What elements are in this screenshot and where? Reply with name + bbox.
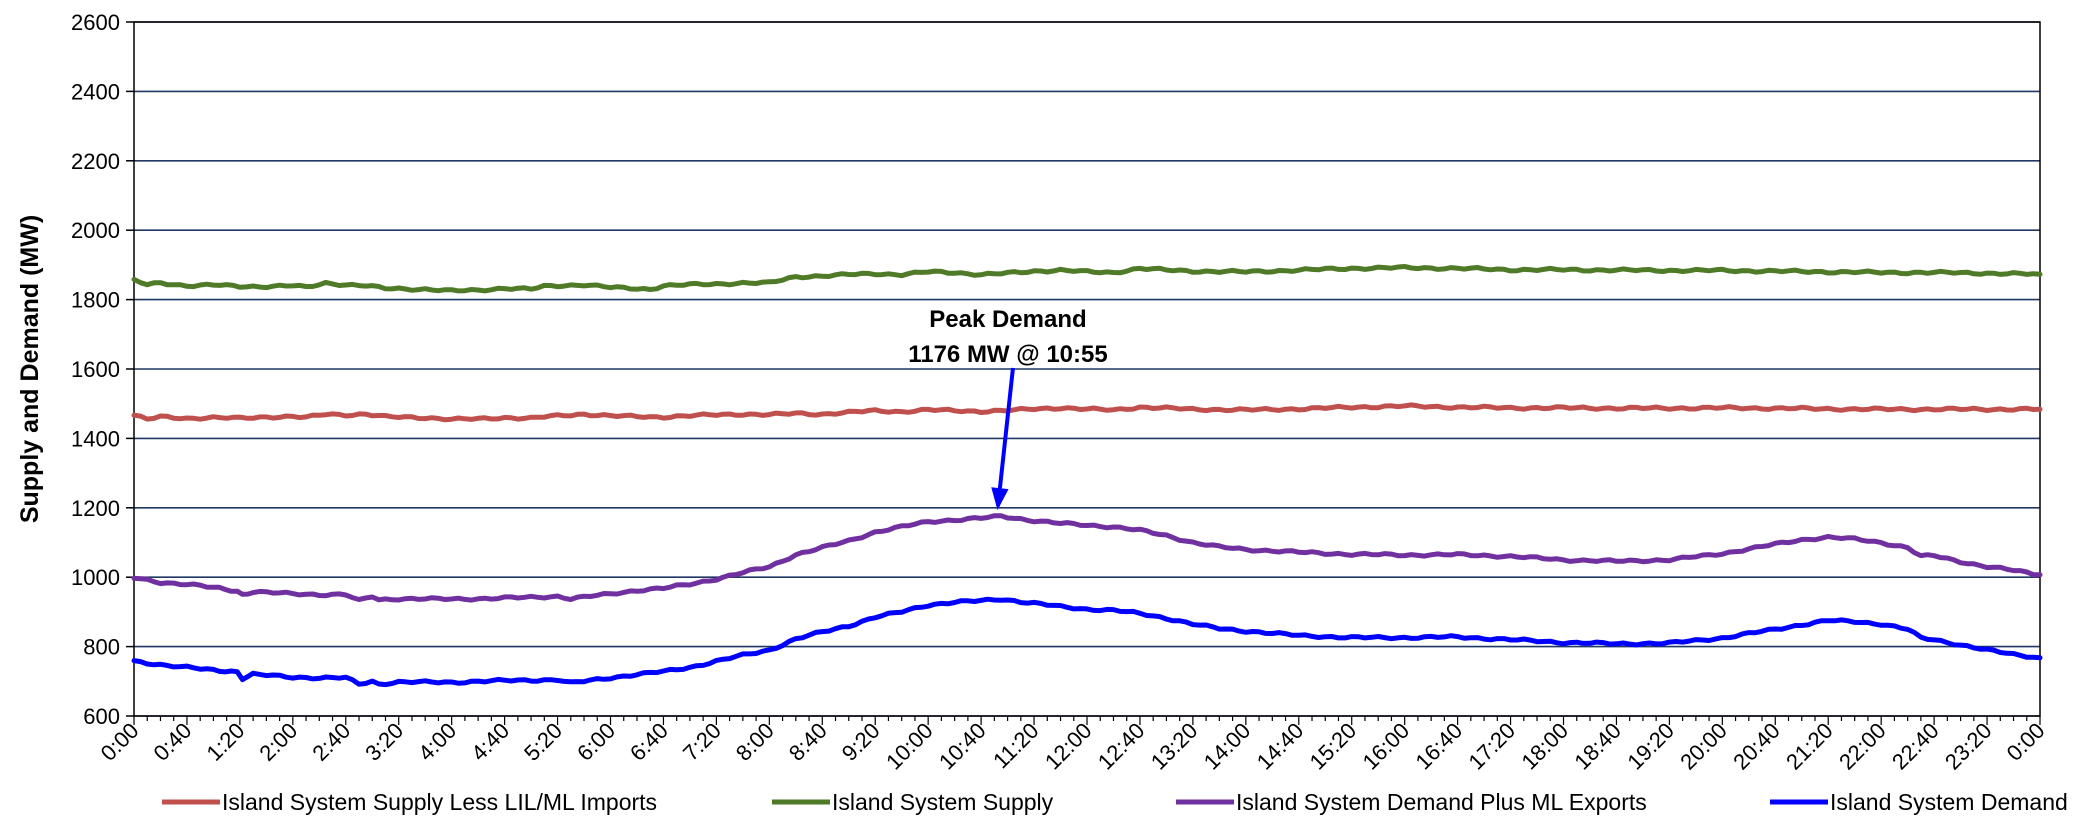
series-line xyxy=(131,513,2043,603)
y-tick-label: 1600 xyxy=(71,357,120,382)
x-tick-label: 23:20 xyxy=(1940,718,1997,775)
series-line xyxy=(131,402,2043,423)
legend-label: Island System Supply Less LIL/ML Imports xyxy=(222,789,657,815)
annotation-arrow-shaft xyxy=(995,367,1015,507)
annotation-value: 1176 MW @ 10:55 xyxy=(908,341,1108,368)
x-tick-label: 6:40 xyxy=(625,718,673,766)
x-axis-ticks: 0:00 0:40 1:20 2:00 2:40 3:20 4:00 4:40 5:20 6:00… xyxy=(96,716,2050,774)
x-tick-label: 2:40 xyxy=(307,718,355,766)
x-tick-label: 8:40 xyxy=(784,718,832,766)
x-tick-label: 19:20 xyxy=(1622,718,1679,775)
y-tick-label: 1200 xyxy=(71,496,120,521)
x-tick-label: 11:20 xyxy=(988,718,1043,773)
peak-annotation: Peak Demand 1176 MW @ 10:55 xyxy=(908,306,1108,511)
gridlines xyxy=(134,21,2040,717)
y-tick-label: 800 xyxy=(83,635,120,660)
legend: Island System Supply Less LIL/ML Imports… xyxy=(162,789,2068,815)
x-tick-label: 20:00 xyxy=(1675,718,1732,775)
y-axis-title: Supply and Demand (MW) xyxy=(16,215,44,523)
x-tick-label: 12:40 xyxy=(1093,718,1150,775)
y-tick-label: 1000 xyxy=(71,565,120,590)
x-tick-label: 1:20 xyxy=(201,718,249,766)
x-tick-label: 12:00 xyxy=(1040,718,1097,775)
x-tick-label: 16:00 xyxy=(1358,718,1415,775)
x-tick-label: 16:40 xyxy=(1411,718,1468,775)
x-tick-label: 15:20 xyxy=(1305,718,1362,775)
x-tick-label: 6:00 xyxy=(572,718,620,766)
y-tick-label: 2000 xyxy=(71,218,120,243)
series-lines xyxy=(131,264,2043,688)
y-tick-label: 600 xyxy=(83,704,120,729)
x-tick-label: 10:00 xyxy=(881,718,938,775)
legend-label: Island System Demand Plus ML Exports xyxy=(1236,789,1647,815)
y-tick-label: 2200 xyxy=(71,149,120,174)
x-tick-label: 8:00 xyxy=(731,718,779,766)
x-tick-label: 3:20 xyxy=(360,718,408,766)
x-tick-label: 0:00 xyxy=(2002,718,2050,766)
x-tick-label: 10:40 xyxy=(934,718,991,775)
x-tick-label: 9:20 xyxy=(837,718,885,766)
annotation-arrow-head xyxy=(991,487,1009,511)
series-line xyxy=(131,264,2043,294)
x-tick-label: 20:40 xyxy=(1728,718,1785,775)
y-tick-label: 2600 xyxy=(71,10,120,35)
x-tick-label: 13:20 xyxy=(1146,718,1203,775)
x-tick-label: 17:20 xyxy=(1463,718,1520,775)
y-tick-label: 1800 xyxy=(71,288,120,313)
x-tick-label: 14:00 xyxy=(1199,718,1256,775)
x-tick-label: 18:00 xyxy=(1516,718,1573,775)
x-tick-label: 0:40 xyxy=(149,718,197,766)
annotation-title: Peak Demand xyxy=(929,306,1086,333)
x-tick-label: 5:20 xyxy=(519,718,567,766)
x-tick-label: 22:00 xyxy=(1834,718,1891,775)
y-tick-label: 2400 xyxy=(71,79,120,104)
x-tick-label: 2:00 xyxy=(254,718,302,766)
x-tick-label: 14:40 xyxy=(1252,718,1309,775)
x-tick-label: 18:40 xyxy=(1569,718,1626,775)
x-tick-label: 21:20 xyxy=(1781,718,1838,775)
x-tick-label: 4:40 xyxy=(466,718,514,766)
series-line xyxy=(131,596,2043,688)
x-tick-label: 7:20 xyxy=(678,718,726,766)
legend-label: Island System Supply xyxy=(832,789,1054,815)
x-tick-label: 22:40 xyxy=(1887,718,1944,775)
x-tick-label: 4:00 xyxy=(413,718,461,766)
y-tick-label: 1400 xyxy=(71,426,120,451)
y-axis-ticks: 600 800 1000 1200 1400 1600 1800 2000 2200 2400 26… xyxy=(71,10,134,729)
legend-label: Island System Demand xyxy=(1830,789,2068,815)
